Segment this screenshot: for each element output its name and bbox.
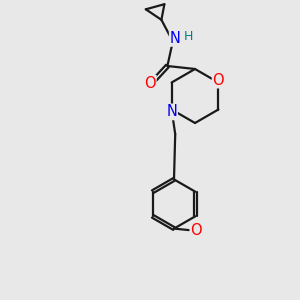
Text: N: N xyxy=(166,104,177,119)
Text: H: H xyxy=(184,29,193,43)
Text: O: O xyxy=(213,73,224,88)
Text: O: O xyxy=(190,223,202,238)
Text: N: N xyxy=(170,31,181,46)
Text: O: O xyxy=(144,76,156,91)
